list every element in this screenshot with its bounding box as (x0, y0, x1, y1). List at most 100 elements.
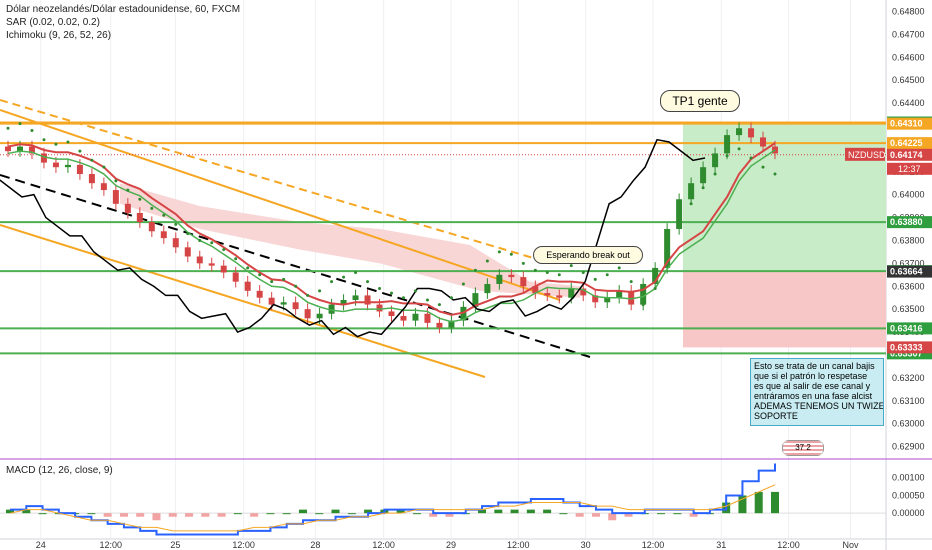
y-tick-label: 0.64800 (892, 6, 925, 16)
candle[interactable] (160, 231, 167, 239)
channel-lower-line[interactable] (0, 224, 486, 378)
candle[interactable] (340, 299, 347, 305)
candle[interactable] (28, 146, 35, 154)
candle[interactable] (628, 290, 635, 305)
price-tag (887, 341, 932, 354)
sar-dot (378, 287, 382, 291)
tp1-annotation[interactable]: TP1 gente (660, 90, 740, 112)
sar-dot (545, 271, 549, 275)
y-tick-label: 0.63700 (892, 258, 925, 268)
candle[interactable] (244, 281, 251, 291)
candle[interactable] (172, 238, 179, 248)
channel-upper-line[interactable] (0, 109, 561, 301)
candle[interactable] (112, 190, 119, 204)
candle[interactable] (484, 283, 491, 294)
candle[interactable] (448, 320, 455, 328)
y-tick-label: 0.63200 (892, 373, 925, 383)
candle[interactable] (712, 153, 719, 168)
candle[interactable] (364, 295, 371, 305)
candle[interactable] (376, 304, 383, 312)
candle[interactable] (556, 295, 563, 298)
candle[interactable] (268, 297, 275, 305)
candle[interactable] (100, 183, 107, 191)
candle[interactable] (460, 306, 467, 321)
sar-dot (557, 273, 561, 277)
candle[interactable] (148, 222, 155, 232)
sar-dot (749, 156, 753, 160)
candle[interactable] (496, 274, 503, 284)
candle[interactable] (520, 277, 527, 287)
macd-histogram-bar (6, 509, 14, 514)
candle[interactable] (400, 316, 407, 321)
candle[interactable] (220, 265, 227, 273)
channel-mid-line[interactable] (0, 99, 541, 261)
sar-dot (126, 188, 130, 192)
candle[interactable] (64, 164, 71, 168)
candle[interactable] (88, 174, 95, 184)
candle[interactable] (616, 290, 623, 298)
trend-dashed-line[interactable] (0, 174, 591, 358)
candle[interactable] (5, 146, 11, 152)
candle[interactable] (436, 322, 443, 328)
candle[interactable] (676, 199, 683, 229)
macd-y-tick-label: 0.00000 (892, 508, 925, 518)
candle[interactable] (604, 297, 611, 303)
candle[interactable] (16, 146, 23, 152)
candle[interactable] (316, 313, 323, 319)
candle[interactable] (328, 304, 335, 314)
macd-histogram-bar (543, 509, 552, 514)
y-tick-label: 0.63100 (892, 396, 925, 406)
candle[interactable] (232, 272, 239, 282)
candle[interactable] (592, 295, 599, 303)
candle[interactable] (532, 286, 539, 294)
sar-dot (533, 268, 537, 272)
countdown-tag (887, 162, 932, 175)
price-tag (887, 216, 932, 229)
macd-histogram-bar (396, 509, 405, 514)
candle[interactable] (760, 137, 767, 147)
candle[interactable] (736, 128, 743, 136)
candle[interactable] (568, 288, 575, 298)
sar-dot (270, 280, 274, 284)
candle[interactable] (280, 302, 287, 305)
candle[interactable] (352, 295, 359, 300)
candle[interactable] (412, 313, 419, 321)
candle[interactable] (724, 135, 731, 154)
candle[interactable] (52, 162, 59, 168)
candle[interactable] (208, 263, 215, 266)
ichimoku-legend: Ichimoku (9, 26, 52, 26) (6, 30, 112, 41)
candle[interactable] (40, 153, 47, 163)
candle[interactable] (508, 274, 515, 278)
break-out-annotation[interactable]: Esperando break out (533, 246, 643, 264)
x-tick-label: 24 (36, 540, 46, 550)
sar-dot (737, 147, 741, 151)
y-tick-label: 0.63600 (892, 281, 925, 291)
candle[interactable] (292, 302, 299, 310)
candle[interactable] (748, 128, 755, 138)
candle[interactable] (304, 309, 311, 319)
candle[interactable] (640, 283, 647, 305)
sar-dot (162, 213, 166, 217)
candle[interactable] (700, 167, 707, 184)
flag-icon[interactable]: 37 2 (782, 440, 824, 456)
candle[interactable] (688, 183, 695, 200)
candle[interactable] (124, 203, 131, 213)
candle[interactable] (472, 293, 479, 307)
candle[interactable] (652, 267, 659, 284)
candle[interactable] (76, 164, 83, 175)
candle[interactable] (544, 293, 551, 296)
candle[interactable] (196, 256, 203, 264)
macd-histogram-bar (217, 513, 226, 517)
candle[interactable] (136, 212, 143, 223)
candle[interactable] (580, 288, 587, 296)
sar-dot (354, 271, 358, 275)
candle[interactable] (424, 313, 431, 323)
candle[interactable] (388, 311, 395, 317)
analysis-note[interactable]: Esto se trata de un canal bajis que si e… (750, 358, 884, 426)
price-tag (887, 137, 932, 150)
candle[interactable] (184, 247, 191, 257)
macd-histogram-bar (478, 509, 487, 514)
candle[interactable] (256, 290, 263, 298)
macd-histogram-bar (185, 513, 194, 517)
